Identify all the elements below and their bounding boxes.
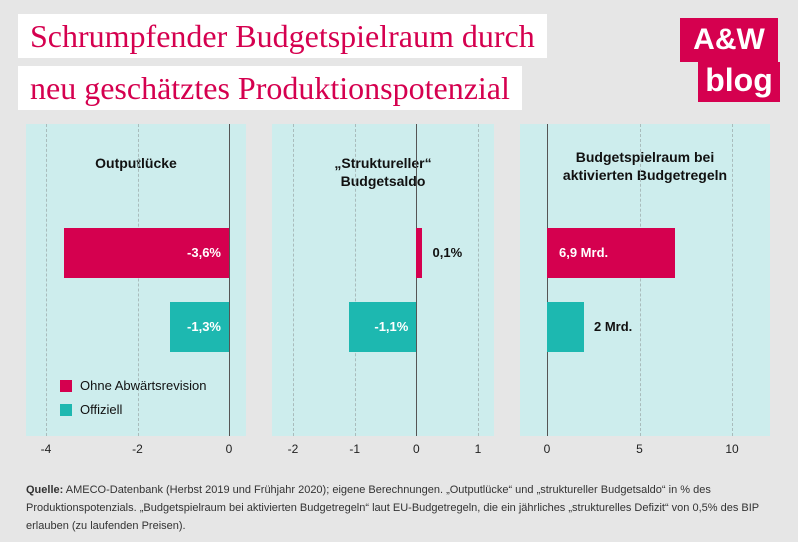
- data-label: 2 Mrd.: [594, 319, 633, 334]
- legend-swatch: [60, 404, 72, 416]
- data-label: -1,3%: [187, 319, 221, 334]
- logo-text-aw: A&W: [680, 18, 778, 62]
- legend-swatch: [60, 380, 72, 392]
- tick-label: -2: [132, 442, 143, 456]
- gridline: [293, 124, 294, 436]
- source-text: AMECO-Datenbank (Herbst 2019 und Frühjah…: [26, 484, 759, 532]
- legend-label: Ohne Abwärtsrevision: [80, 378, 207, 393]
- gridline: [137, 124, 139, 436]
- bar-ohne-abwaertsrevision: [416, 228, 423, 278]
- data-label: -3,6%: [187, 245, 221, 260]
- chart-title-line-2: neu geschätztes Produktionspotenzial: [18, 66, 522, 110]
- aw-blog-logo: A&W blog: [680, 18, 780, 104]
- source-label: Quelle:: [26, 484, 64, 496]
- bar-ohne-abwaertsrevision: [547, 228, 675, 278]
- zero-line: [547, 124, 548, 436]
- tick-label: 0: [543, 442, 551, 456]
- zero-line: [416, 124, 418, 436]
- data-label: -1,1%: [374, 319, 409, 334]
- chart-panel: Budgetspielraum bei aktivierten Budgetre…: [520, 124, 770, 436]
- tick-label: 0: [225, 442, 233, 456]
- zero-line: [229, 124, 230, 436]
- tick-label: 1: [474, 442, 482, 456]
- panel-title: Budgetspielraum bei aktivierten Budgetre…: [562, 149, 728, 183]
- data-label: 0,1%: [432, 245, 463, 260]
- panel-title: „Struktureller“ Budgetsaldo: [334, 155, 432, 189]
- legend-label: Offiziell: [80, 402, 123, 417]
- bar-ohne-abwaertsrevision: [64, 228, 229, 278]
- source-note: Quelle: AMECO-Datenbank (Herbst 2019 und…: [26, 481, 776, 535]
- chart-title-line-1: Schrumpfender Budgetspielraum durch: [18, 14, 547, 58]
- tick-label: -4: [40, 442, 52, 456]
- gridline: [732, 124, 733, 436]
- gridline: [478, 124, 479, 436]
- bar-offiziell: [169, 302, 229, 352]
- gridline: [639, 124, 641, 436]
- bar-offiziell: [547, 302, 584, 352]
- logo-text-blog: blog: [698, 62, 780, 102]
- chart-panel: Outputlücke -3,6% -1,3% Ohne Abwärtsrevisio…: [26, 124, 246, 436]
- tick-label: 0: [412, 442, 420, 456]
- gridline: [354, 124, 356, 436]
- gridline: [46, 124, 47, 436]
- data-label: 6,9 Mrd.: [559, 245, 609, 260]
- chart-panel: „Struktureller“ Budgetsaldo 0,1% -1,1%: [272, 124, 494, 436]
- tick-label: -2: [287, 442, 299, 456]
- panel-title: Outputlücke: [95, 155, 177, 171]
- tick-label: 10: [725, 442, 739, 456]
- tick-label: -1: [349, 442, 360, 456]
- tick-label: 5: [636, 442, 643, 456]
- bar-offiziell: [348, 302, 417, 352]
